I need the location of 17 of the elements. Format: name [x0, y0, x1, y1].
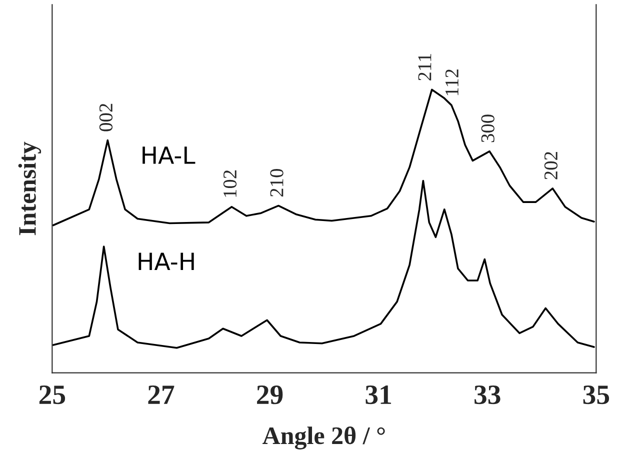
- annotation: 112: [445, 69, 458, 96]
- y-axis-title: Intensity: [18, 142, 42, 236]
- x-tick-label: 35: [583, 385, 610, 404]
- x-tick-label: 27: [148, 385, 174, 404]
- annotation: 102: [223, 170, 237, 197]
- annotation: 002: [99, 104, 113, 132]
- series-label: HA-L: [142, 146, 196, 164]
- annotation: 300: [481, 114, 494, 142]
- annotation: 210: [270, 168, 284, 197]
- series-label: HA-H: [138, 252, 194, 270]
- x-tick-label: 33: [474, 385, 500, 404]
- x-tick-label: 25: [39, 385, 66, 404]
- x-tick-label: 31: [366, 385, 392, 404]
- annotation: 211: [418, 54, 432, 80]
- x-tick-label: 29: [257, 385, 283, 404]
- annotation: 202: [544, 152, 558, 180]
- x-axis-title: Angle 2θ / °: [262, 426, 385, 450]
